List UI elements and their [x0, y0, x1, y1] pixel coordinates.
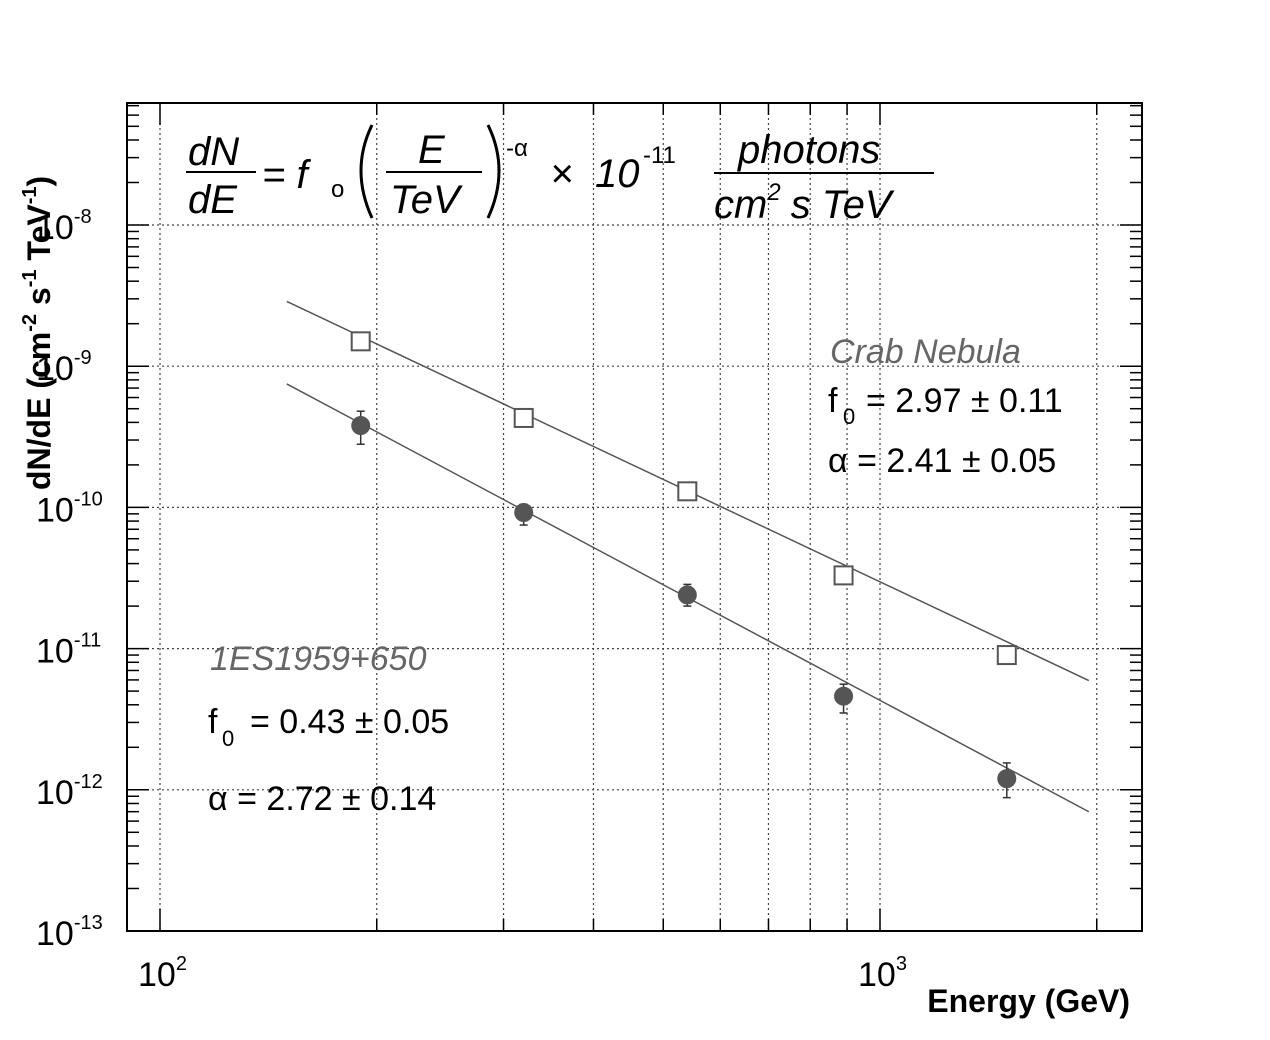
formula-ten-exp: -11 — [643, 142, 676, 169]
es1959-legend: 1ES1959+650 f 0 = 0.43 ± 0.05 α = 2.72 ±… — [208, 640, 449, 818]
point-circle — [514, 503, 534, 523]
y-axis-title-main: dN/dE (cm — [21, 332, 57, 490]
point-square — [677, 481, 698, 502]
formula-lhs-num: dN — [188, 130, 239, 174]
tick-labels: 102 103 10-8 10-9 10-10 10-11 10-12 10-13 — [36, 206, 907, 994]
es1959-f0-prefix: f — [208, 703, 218, 741]
formula-ten: 10 — [595, 152, 640, 196]
crab-name: Crab Nebula — [830, 333, 1021, 371]
formula-frac-den: TeV — [390, 178, 463, 222]
point-circle — [997, 769, 1017, 789]
formula-f0-sub: o — [331, 176, 344, 203]
formula-unit-den: cm2 s TeV — [714, 179, 895, 227]
formula-times: × — [550, 152, 573, 196]
formula-unit-num: photons — [737, 128, 880, 172]
point-square — [350, 331, 371, 352]
data-points — [350, 331, 1017, 799]
point-square — [996, 645, 1017, 666]
formula-lhs-den: dE — [188, 178, 238, 222]
y-axis-title-exp3: -1 — [19, 186, 41, 204]
es1959-f0-value: = 0.43 ± 0.05 — [250, 703, 449, 741]
x-tick-label: 102 — [138, 953, 187, 994]
formula-exponent: -α — [506, 135, 528, 162]
plot-frame — [126, 102, 1143, 932]
y-tick-label: 10-11 — [36, 630, 101, 671]
y-tick-label: 10-10 — [36, 488, 103, 529]
es1959-name: 1ES1959+650 — [210, 640, 427, 678]
formula-left-paren — [359, 124, 374, 219]
formula-right-paren — [486, 124, 501, 219]
y-axis-title-exp2: -1 — [19, 269, 41, 287]
es1959-alpha-value: α = 2.72 ± 0.14 — [208, 780, 436, 818]
crab-f0-value: = 2.97 ± 0.11 — [866, 382, 1063, 420]
crab-f0-sub: 0 — [843, 404, 855, 429]
y-tick-label: 10-12 — [36, 771, 103, 812]
crab-legend: Crab Nebula f 0 = 2.97 ± 0.11 α = 2.41 ±… — [828, 333, 1063, 480]
point-square — [513, 407, 534, 428]
axis-ticks — [126, 103, 1142, 932]
formula-frac-num: E — [418, 128, 446, 172]
crab-alpha-value: α = 2.41 ± 0.05 — [828, 442, 1056, 480]
x-axis-title: Energy (GeV) — [927, 983, 1130, 1019]
y-axis-title-exp1: -2 — [19, 314, 41, 332]
point-circle — [834, 686, 854, 706]
point-circle — [677, 585, 697, 605]
point-circle — [351, 416, 371, 436]
y-tick-label: 10-13 — [36, 912, 103, 953]
formula-eq-f0: = f — [262, 153, 311, 197]
y-tick-label: 10-8 — [36, 206, 92, 247]
x-tick-label: 103 — [858, 953, 907, 994]
y-tick-label: 10-9 — [36, 347, 92, 388]
point-square — [833, 565, 854, 586]
crab-f0-prefix: f — [828, 382, 838, 420]
es1959-f0-sub: 0 — [222, 726, 234, 751]
y-axis-title: dN/dE (cm-2 s-1 TeV-1) — [19, 176, 57, 490]
formula: dN dE = f o E TeV -α × 10 -11 photons cm… — [186, 124, 934, 227]
